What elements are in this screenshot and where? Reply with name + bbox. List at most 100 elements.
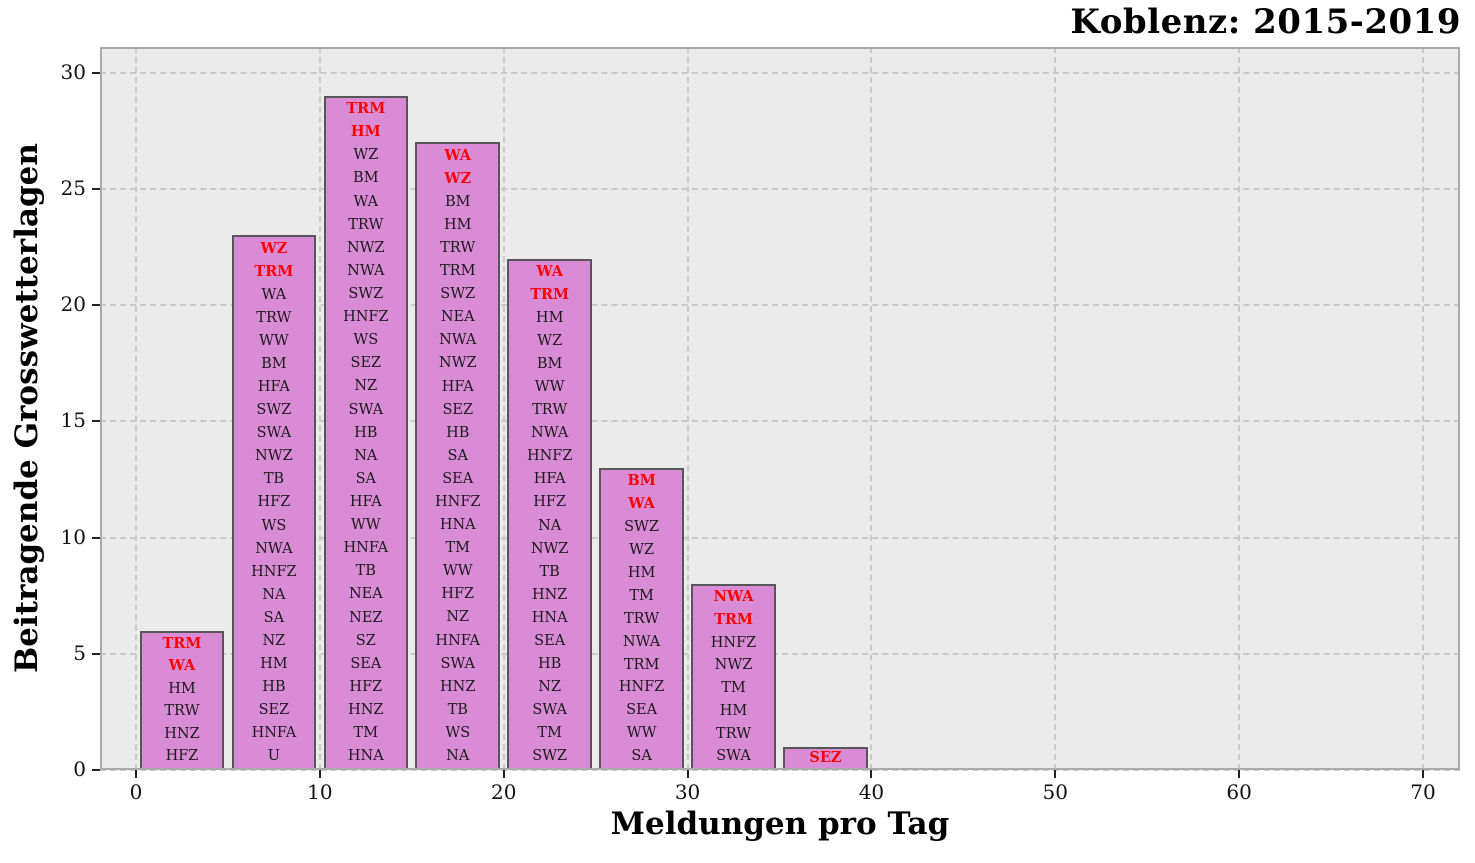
gridline-horizontal	[100, 536, 1460, 539]
bar-label: HM	[260, 655, 288, 672]
bar-label: NEA	[348, 586, 383, 603]
histogram-bar: NWA TRM HNFZ NWZ TM HM TRW SWA	[691, 584, 776, 770]
x-axis-label: Meldungen pro Tag	[610, 806, 950, 842]
gridline-horizontal	[100, 769, 1460, 771]
bar-label: WA	[444, 146, 472, 164]
bar-label: TRM	[254, 262, 294, 280]
gridline-horizontal	[100, 420, 1460, 423]
y-tick-mark	[92, 71, 100, 74]
gridline-horizontal	[100, 652, 1460, 655]
bar-label: HNZ	[531, 586, 568, 603]
bar-label: NEA	[440, 309, 475, 326]
bar-label: HFZ	[533, 494, 567, 511]
bar-label: SEA	[534, 632, 566, 649]
bar-label: NZ	[538, 678, 562, 695]
bar-label: SA	[631, 748, 652, 765]
bar-label: WA	[536, 262, 563, 280]
bar-label: SEA	[442, 470, 474, 487]
bar-label: SEA	[350, 655, 382, 672]
bar-label: SWZ	[256, 402, 292, 419]
x-tick-label: 0	[129, 780, 143, 804]
x-tick-mark	[135, 770, 137, 778]
histogram-bar: TRM HM WZ BM WA TRW NWZ NWA SWZ HNFZ WS SEZ NZ SWA HB N…	[323, 95, 409, 770]
bar-label: TM	[445, 540, 470, 557]
x-tick-mark	[1238, 770, 1241, 778]
bar-label: TRW	[624, 610, 660, 627]
y-tick-mark	[92, 420, 100, 423]
bar-label: WZ	[260, 239, 288, 257]
bar-label: HB	[262, 679, 286, 696]
bar-label: WW	[626, 725, 657, 742]
gridline-vertical	[1238, 47, 1241, 770]
bar-label: HNZ	[164, 725, 200, 742]
bar-label: TM	[629, 587, 654, 604]
bar-label: BM	[353, 170, 379, 187]
bar-label: WZ	[353, 147, 379, 164]
bar-label: TRM	[346, 100, 386, 118]
bar-label: SWA	[348, 401, 384, 418]
x-tick-mark	[318, 770, 321, 778]
gridline-vertical	[135, 47, 137, 770]
bar-label: HFA	[257, 379, 290, 396]
y-tick-label: 30	[60, 59, 86, 84]
bar-label: WZ	[629, 541, 655, 558]
y-tick-label: 20	[60, 292, 86, 317]
bar-label: NWZ	[714, 657, 753, 674]
bar-label: HNFZ	[435, 494, 481, 511]
bar-label: TRW	[440, 239, 476, 256]
bar-label: HNA	[439, 517, 476, 534]
bar-label: WS	[261, 517, 287, 534]
bar-label: HB	[446, 424, 470, 441]
bar-label: WZ	[444, 169, 472, 187]
bar-label: TB	[539, 563, 560, 580]
gridline-horizontal	[100, 71, 1460, 74]
bar-label: HB	[538, 655, 562, 672]
bar-label: SWZ	[440, 286, 476, 303]
y-tick-mark	[92, 652, 100, 655]
bar-label: HM	[719, 702, 748, 719]
bar-label: BM	[444, 193, 471, 210]
bar-label: TRM	[714, 610, 753, 628]
bar-label: NWZ	[346, 239, 385, 256]
y-tick-label: 15	[60, 408, 86, 433]
bar-label: HNFA	[251, 725, 297, 742]
bar-label: U	[267, 748, 280, 765]
bar-label: HNFZ	[251, 563, 297, 580]
bar-label: HNFZ	[618, 679, 665, 696]
y-tick-label: 25	[60, 175, 86, 200]
bar-label: HM	[168, 680, 196, 697]
histogram-bar: SEZ	[783, 746, 868, 770]
gridline-horizontal	[100, 187, 1460, 190]
bar-label: TRW	[256, 309, 292, 326]
x-tick-label: 40	[858, 780, 885, 804]
bar-label: TM	[537, 725, 562, 742]
bar-label: HFZ	[257, 494, 291, 511]
x-tick-mark	[870, 770, 873, 778]
bar-label: NWZ	[438, 355, 477, 372]
bar-label: TB	[447, 701, 468, 718]
gridline-vertical	[686, 47, 689, 770]
bar-label: HNFA	[435, 632, 481, 649]
histogram-bar: BM WA SWZ WZ HM TM TRW NWA TRM HNFZ SEA WW SA	[599, 467, 684, 770]
bar-label: TRW	[164, 703, 200, 720]
gridline-vertical	[1422, 47, 1424, 770]
x-tick-label: 50	[1042, 780, 1068, 804]
histogram-bar: WA WZ BM HM TRW TRM SWZ NEA NWA NWZ HFA SEZ HB SA SEA H…	[415, 142, 501, 770]
bar-label: TRW	[348, 216, 384, 233]
bar-label: HFA	[349, 493, 382, 510]
y-tick-label: 0	[73, 757, 86, 781]
bar-label: TRW	[715, 725, 752, 742]
bar-label: HFZ	[441, 586, 475, 603]
bar-label: BM	[536, 356, 563, 373]
bar-label: NA	[262, 586, 286, 603]
y-tick-mark	[92, 304, 100, 307]
bar-label: NWA	[347, 262, 385, 279]
bar-label: TRM	[530, 285, 570, 303]
y-tick-mark	[92, 187, 100, 190]
bar-label: NWA	[622, 633, 661, 650]
bar-label: TRW	[532, 402, 568, 419]
bar-label: WS	[445, 724, 471, 741]
bar-label: WZ	[537, 333, 563, 350]
bar-label: NEZ	[349, 609, 383, 626]
bar-label: HNFZ	[710, 634, 757, 651]
